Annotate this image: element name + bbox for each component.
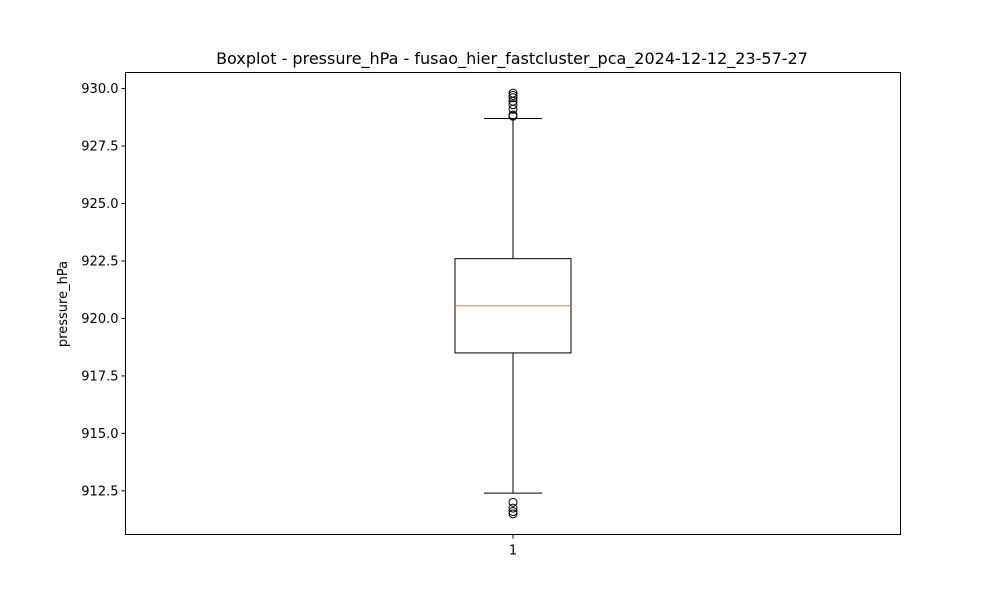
y-tick-label: 917.5 [81, 369, 118, 384]
y-tick-label: 912.5 [81, 484, 118, 499]
y-tick-label: 927.5 [81, 140, 118, 155]
x-tick-label: 1 [509, 544, 517, 559]
outlier-point [508, 93, 518, 103]
y-tick-label: 930.0 [81, 82, 118, 97]
y-tick-label: 915.0 [81, 427, 118, 442]
outlier-point [508, 507, 518, 517]
outlier-point [508, 509, 518, 519]
outlier-point [508, 503, 518, 513]
outlier-point [508, 100, 518, 110]
y-tick-label: 920.0 [81, 312, 118, 327]
plot-area: 912.5 915.0 917.5 920.0 922.5 925.0 927.5 930.0… [81, 82, 572, 559]
y-axis-label: pressure_hPa [56, 261, 71, 347]
y-tick-label: 922.5 [81, 254, 118, 269]
y-tick-label: 925.0 [81, 197, 118, 212]
chart-title: Boxplot - pressure_hPa - fusao_hier_fast… [216, 49, 808, 69]
outlier-point [508, 88, 518, 98]
outlier-point [508, 497, 518, 507]
outlier-point [508, 90, 518, 100]
axes-frame [125, 72, 901, 535]
outlier-point [508, 110, 518, 120]
